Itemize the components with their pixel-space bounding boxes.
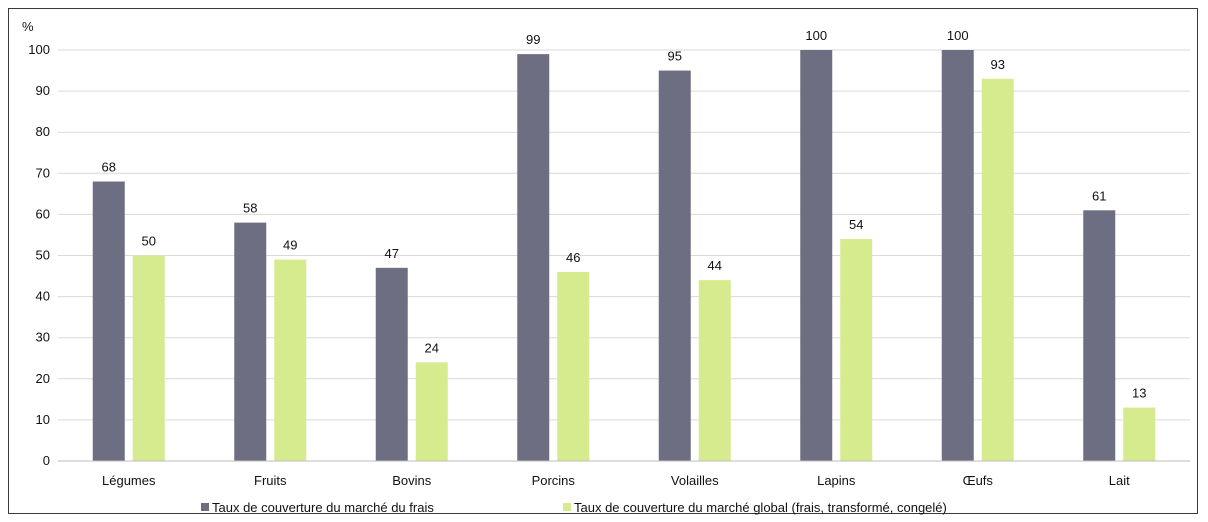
bar-series-2	[274, 260, 306, 461]
x-category-label: Légumes	[102, 473, 156, 488]
data-label: 58	[243, 201, 257, 216]
y-tick-label: 80	[36, 124, 50, 139]
x-axis-categories: Légumes Fruits Bovins Porcins Volailles Lapin…	[102, 473, 1130, 488]
bar-series-2	[1123, 408, 1155, 461]
legend-label-series-1: Taux de couverture du marché du frais	[212, 500, 434, 515]
x-category-label: Volailles	[671, 473, 719, 488]
data-label: 99	[526, 32, 540, 47]
bar-series-2	[133, 256, 165, 462]
y-tick-label: 0	[43, 453, 50, 468]
y-tick-label: 90	[36, 83, 50, 98]
bar-series-1	[659, 71, 691, 461]
x-category-label: Fruits	[254, 473, 287, 488]
bar-series-2	[699, 280, 731, 461]
y-axis-ticks: 0 10 20 30 40 50 60 70 80 90 100	[28, 42, 50, 468]
data-label: 100	[805, 28, 827, 43]
bar-series-2	[416, 362, 448, 461]
data-label: 44	[708, 258, 722, 273]
y-tick-label: 10	[36, 412, 50, 427]
data-label: 93	[991, 57, 1005, 72]
data-label: 47	[385, 246, 399, 261]
x-category-label: Lait	[1109, 473, 1130, 488]
bar-series-1	[517, 54, 549, 461]
y-axis-unit-label: %	[22, 19, 34, 34]
data-label: 50	[142, 234, 156, 249]
y-tick-label: 60	[36, 206, 50, 221]
bar-series-2	[557, 272, 589, 461]
y-tick-label: 50	[36, 248, 50, 263]
data-label: 100	[947, 28, 969, 43]
legend-swatch-series-1	[201, 503, 209, 511]
y-tick-label: 100	[28, 42, 50, 57]
legend-swatch-series-2	[563, 503, 571, 511]
grid-lines	[58, 50, 1190, 420]
bar-series-1	[800, 50, 832, 461]
data-label: 68	[102, 160, 116, 175]
data-label: 46	[566, 250, 580, 265]
y-tick-label: 70	[36, 165, 50, 180]
y-tick-label: 30	[36, 330, 50, 345]
x-category-label: Porcins	[532, 473, 576, 488]
bar-series-1	[234, 223, 266, 461]
legend: Taux de couverture du marché du frais Ta…	[201, 500, 947, 515]
bar-series-2	[982, 79, 1014, 461]
x-category-label: Lapins	[817, 473, 856, 488]
data-label: 61	[1092, 188, 1106, 203]
bar-series-1	[93, 182, 125, 461]
y-tick-label: 20	[36, 371, 50, 386]
y-tick-label: 40	[36, 289, 50, 304]
bar-series-1	[376, 268, 408, 461]
data-label: 95	[668, 49, 682, 64]
x-category-label: Œufs	[963, 473, 994, 488]
data-label: 54	[849, 217, 863, 232]
bar-series-1	[1083, 210, 1115, 461]
bar-series-2	[840, 239, 872, 461]
bar-series-1	[942, 50, 974, 461]
x-category-label: Bovins	[392, 473, 432, 488]
legend-label-series-2: Taux de couverture du marché global (fra…	[574, 500, 947, 515]
data-label: 24	[425, 340, 439, 355]
data-label: 49	[283, 238, 297, 253]
data-label: 13	[1132, 386, 1146, 401]
